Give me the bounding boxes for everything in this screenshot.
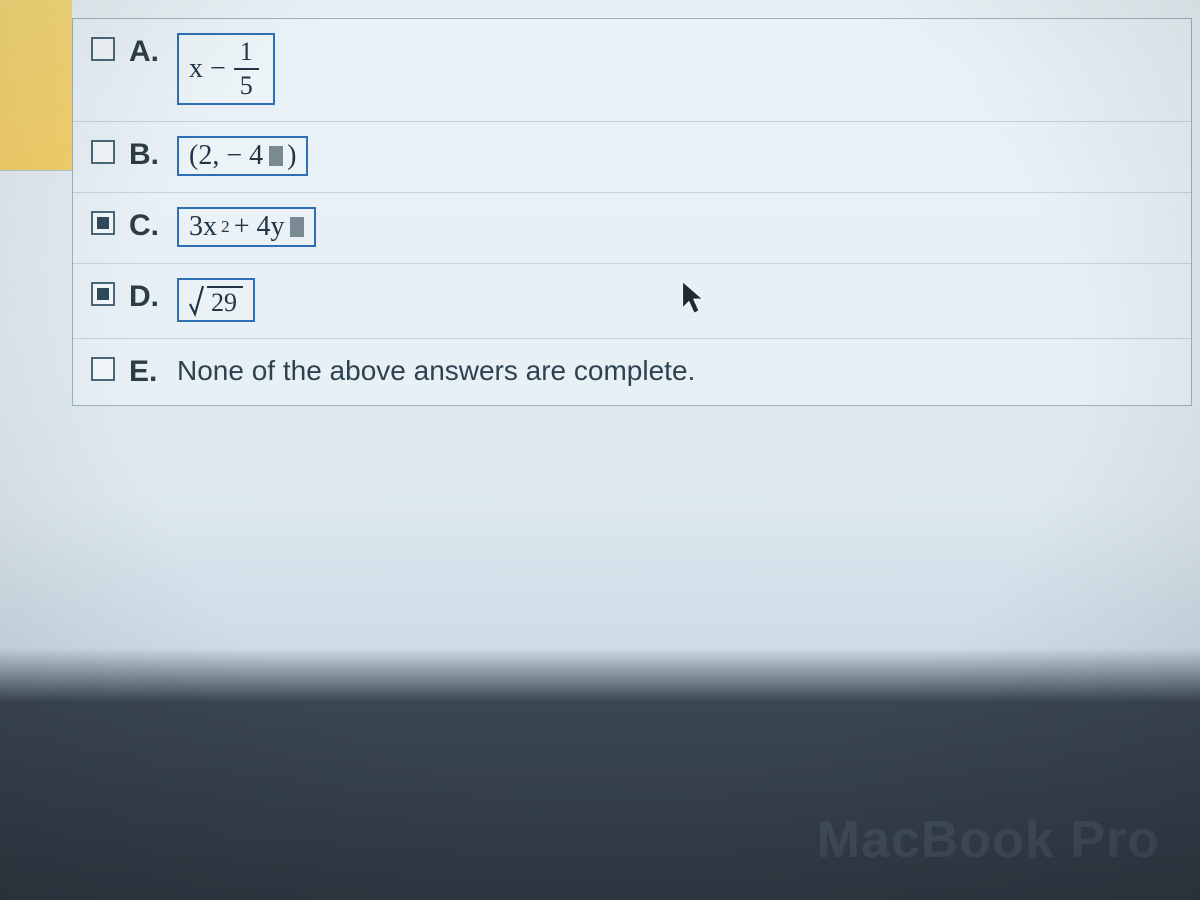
expr-b-open: (2, − 4 — [189, 142, 263, 170]
checkbox-d[interactable] — [91, 282, 115, 306]
checkbox-b[interactable] — [91, 140, 115, 164]
expr-d-sqrt: 29 — [189, 284, 243, 316]
expr-b-marker — [269, 146, 283, 166]
expr-b-close: ) — [287, 142, 296, 170]
option-content-a: x − 1 5 — [177, 33, 1173, 105]
left-highlight-strip — [0, 0, 72, 171]
option-label-c: C. — [129, 207, 163, 243]
option-label-a: A. — [129, 33, 163, 69]
option-row-c: C. 3x2 + 4y — [73, 193, 1191, 264]
expr-a-denominator: 5 — [234, 73, 259, 99]
checkbox-c[interactable] — [91, 211, 115, 235]
option-row-b: B. (2, − 4) — [73, 122, 1191, 193]
option-content-d: 29 — [177, 278, 1173, 322]
option-label-d: D. — [129, 278, 163, 314]
expr-a-prefix: x − — [189, 55, 226, 83]
expr-d-radicand: 29 — [207, 286, 243, 316]
expr-c-rest: + 4y — [234, 213, 285, 241]
radical-icon — [189, 284, 207, 316]
option-content-c: 3x2 + 4y — [177, 207, 1173, 247]
option-content-e: None of the above answers are complete. — [177, 353, 1173, 387]
option-label-b: B. — [129, 136, 163, 172]
expr-c-marker — [290, 217, 304, 237]
quiz-options-panel: A. x − 1 5 B. (2, − 4) C. 3x2 — [72, 18, 1192, 406]
expr-c-base1: 3x — [189, 213, 217, 241]
expression-box-d[interactable]: 29 — [177, 278, 255, 322]
option-row-d: D. 29 — [73, 264, 1191, 339]
expr-a-numerator: 1 — [234, 39, 259, 65]
laptop-bezel-text: MacBook Pro — [817, 810, 1160, 870]
option-label-e: E. — [129, 353, 163, 389]
checkbox-e[interactable] — [91, 357, 115, 381]
option-content-b: (2, − 4) — [177, 136, 1173, 176]
option-row-e: E. None of the above answers are complet… — [73, 339, 1191, 405]
option-row-a: A. x − 1 5 — [73, 19, 1191, 122]
expression-box-c[interactable]: 3x2 + 4y — [177, 207, 316, 247]
expr-a-fraction-bar — [234, 68, 259, 70]
expression-box-a[interactable]: x − 1 5 — [177, 33, 275, 105]
checkbox-a[interactable] — [91, 37, 115, 61]
expression-box-b[interactable]: (2, − 4) — [177, 136, 308, 176]
expr-a-fraction: 1 5 — [234, 39, 259, 99]
